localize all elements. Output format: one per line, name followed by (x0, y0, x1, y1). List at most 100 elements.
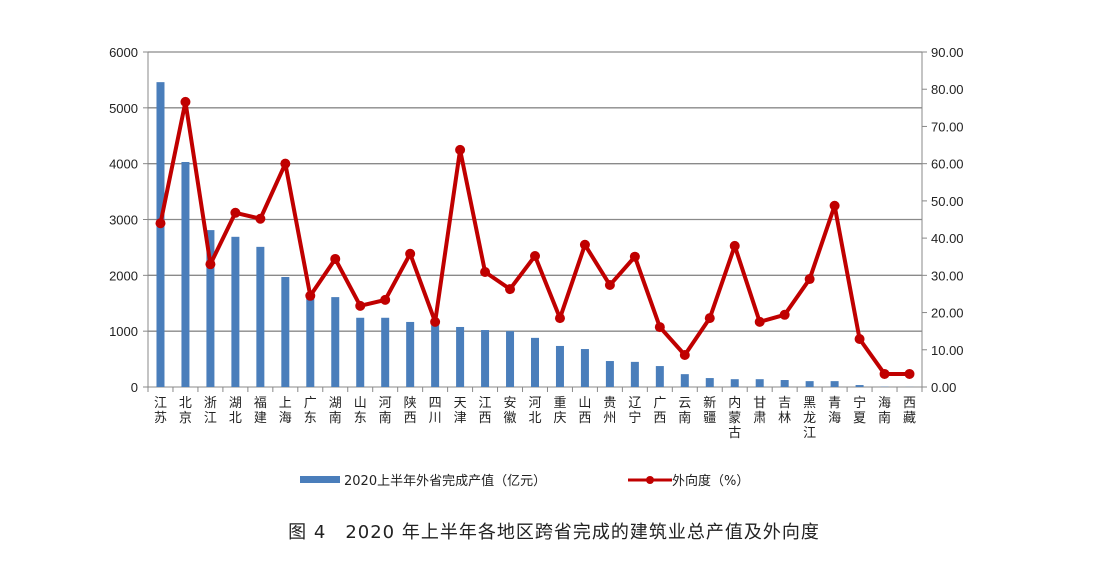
bar-四川 (431, 325, 440, 387)
bar-北京 (181, 161, 190, 387)
legend-line: 外向度（%） (628, 470, 749, 489)
bar-湖南 (331, 297, 340, 387)
point-江苏 (155, 218, 166, 229)
point-新疆 (704, 313, 715, 324)
right-tick-label: 30.00 (931, 268, 964, 283)
point-广西 (654, 322, 665, 333)
point-上海 (280, 158, 291, 169)
category-label: 湖北 (228, 396, 242, 426)
point-黑龙江 (804, 274, 815, 285)
point-云南 (679, 349, 690, 360)
category-label: 内蒙古 (728, 396, 742, 441)
category-label: 湖南 (328, 396, 342, 426)
bar-浙江 (206, 230, 215, 387)
bar-内蒙古 (730, 379, 739, 387)
category-label: 河北 (528, 396, 542, 426)
category-label: 广东 (303, 396, 317, 426)
category-label: 江西 (478, 396, 492, 426)
legend-bar-label: 2020上半年外省完成产值（亿元） (344, 474, 547, 489)
bar-云南 (680, 374, 689, 387)
right-tick-label: 10.00 (931, 343, 964, 358)
point-浙江 (205, 259, 216, 270)
bar-江苏 (156, 82, 165, 388)
left-tick-label: 3000 (109, 213, 138, 228)
category-label: 辽宁 (628, 396, 642, 426)
category-label: 河南 (378, 396, 392, 426)
category-label: 新疆 (703, 396, 717, 426)
bar-广东 (306, 293, 315, 387)
category-label: 重庆 (553, 396, 567, 426)
point-河北 (530, 250, 540, 261)
point-湖南 (330, 253, 341, 264)
right-tick-label: 50.00 (931, 194, 964, 209)
point-重庆 (554, 313, 565, 324)
bar-山东 (356, 317, 365, 387)
legend-line-label: 外向度（%） (672, 474, 750, 489)
point-宁夏 (854, 333, 865, 344)
bar-重庆 (555, 345, 564, 387)
point-安徽 (505, 284, 516, 295)
category-label: 四川 (428, 396, 442, 426)
point-内蒙古 (729, 240, 740, 251)
bar-上海 (281, 277, 290, 387)
bar-河北 (531, 337, 539, 387)
category-label: 西藏 (903, 396, 917, 426)
bar-黑龙江 (805, 381, 814, 387)
bar-贵州 (605, 361, 614, 387)
category-label: 天津 (453, 396, 467, 426)
category-label: 陕西 (403, 396, 417, 426)
right-tick-label: 20.00 (931, 306, 964, 321)
bar-安徽 (506, 331, 515, 387)
bar-辽宁 (630, 361, 639, 387)
category-label: 山东 (353, 396, 367, 426)
point-河南 (380, 294, 391, 305)
legend-bar-swatch (300, 476, 340, 483)
category-label: 甘肃 (753, 396, 767, 426)
bar-陕西 (406, 321, 415, 387)
point-辽宁 (629, 251, 640, 262)
category-label: 江苏 (153, 396, 167, 426)
category-label: 云南 (678, 396, 692, 426)
bar-江西 (481, 330, 490, 387)
category-label: 浙江 (203, 396, 217, 426)
point-天津 (455, 144, 466, 155)
legend-bar: 2020上半年外省完成产值（亿元） (300, 470, 546, 489)
bar-广西 (655, 366, 664, 387)
left-tick-label: 6000 (109, 45, 138, 60)
line-series (158, 99, 910, 376)
category-label: 海南 (878, 396, 892, 426)
right-tick-label: 60.00 (931, 157, 964, 172)
category-label: 宁夏 (853, 396, 867, 426)
bar-青海 (830, 381, 839, 387)
point-广东 (305, 290, 316, 301)
left-tick-label: 0 (131, 380, 138, 395)
category-label: 山西 (578, 396, 592, 426)
point-甘肃 (754, 316, 765, 327)
chart-title: 图 4 2020 年上半年各地区跨省完成的建筑业总产值及外向度 (288, 522, 820, 543)
category-label: 贵州 (603, 396, 617, 426)
left-tick-label: 5000 (109, 101, 138, 116)
category-label: 青海 (828, 396, 842, 426)
bar-福建 (256, 246, 265, 387)
point-贵州 (604, 280, 615, 291)
category-label: 福建 (253, 396, 267, 426)
point-山西 (579, 239, 590, 250)
left-tick-label: 4000 (109, 157, 138, 172)
left-tick-label: 1000 (109, 324, 138, 339)
legend-line-swatch (628, 475, 672, 484)
point-吉林 (779, 309, 790, 320)
point-海南 (879, 368, 890, 379)
point-福建 (255, 213, 266, 224)
point-西藏 (904, 368, 915, 379)
point-青海 (829, 200, 840, 211)
point-山东 (355, 300, 366, 311)
right-tick-label: 80.00 (931, 82, 964, 97)
bar-新疆 (705, 378, 714, 387)
right-tick-label: 90.00 (931, 45, 964, 60)
category-label: 上海 (278, 396, 292, 426)
bar-河南 (381, 317, 390, 387)
point-四川 (430, 316, 441, 327)
right-tick-label: 70.00 (931, 119, 964, 134)
left-tick-label: 2000 (109, 268, 138, 283)
